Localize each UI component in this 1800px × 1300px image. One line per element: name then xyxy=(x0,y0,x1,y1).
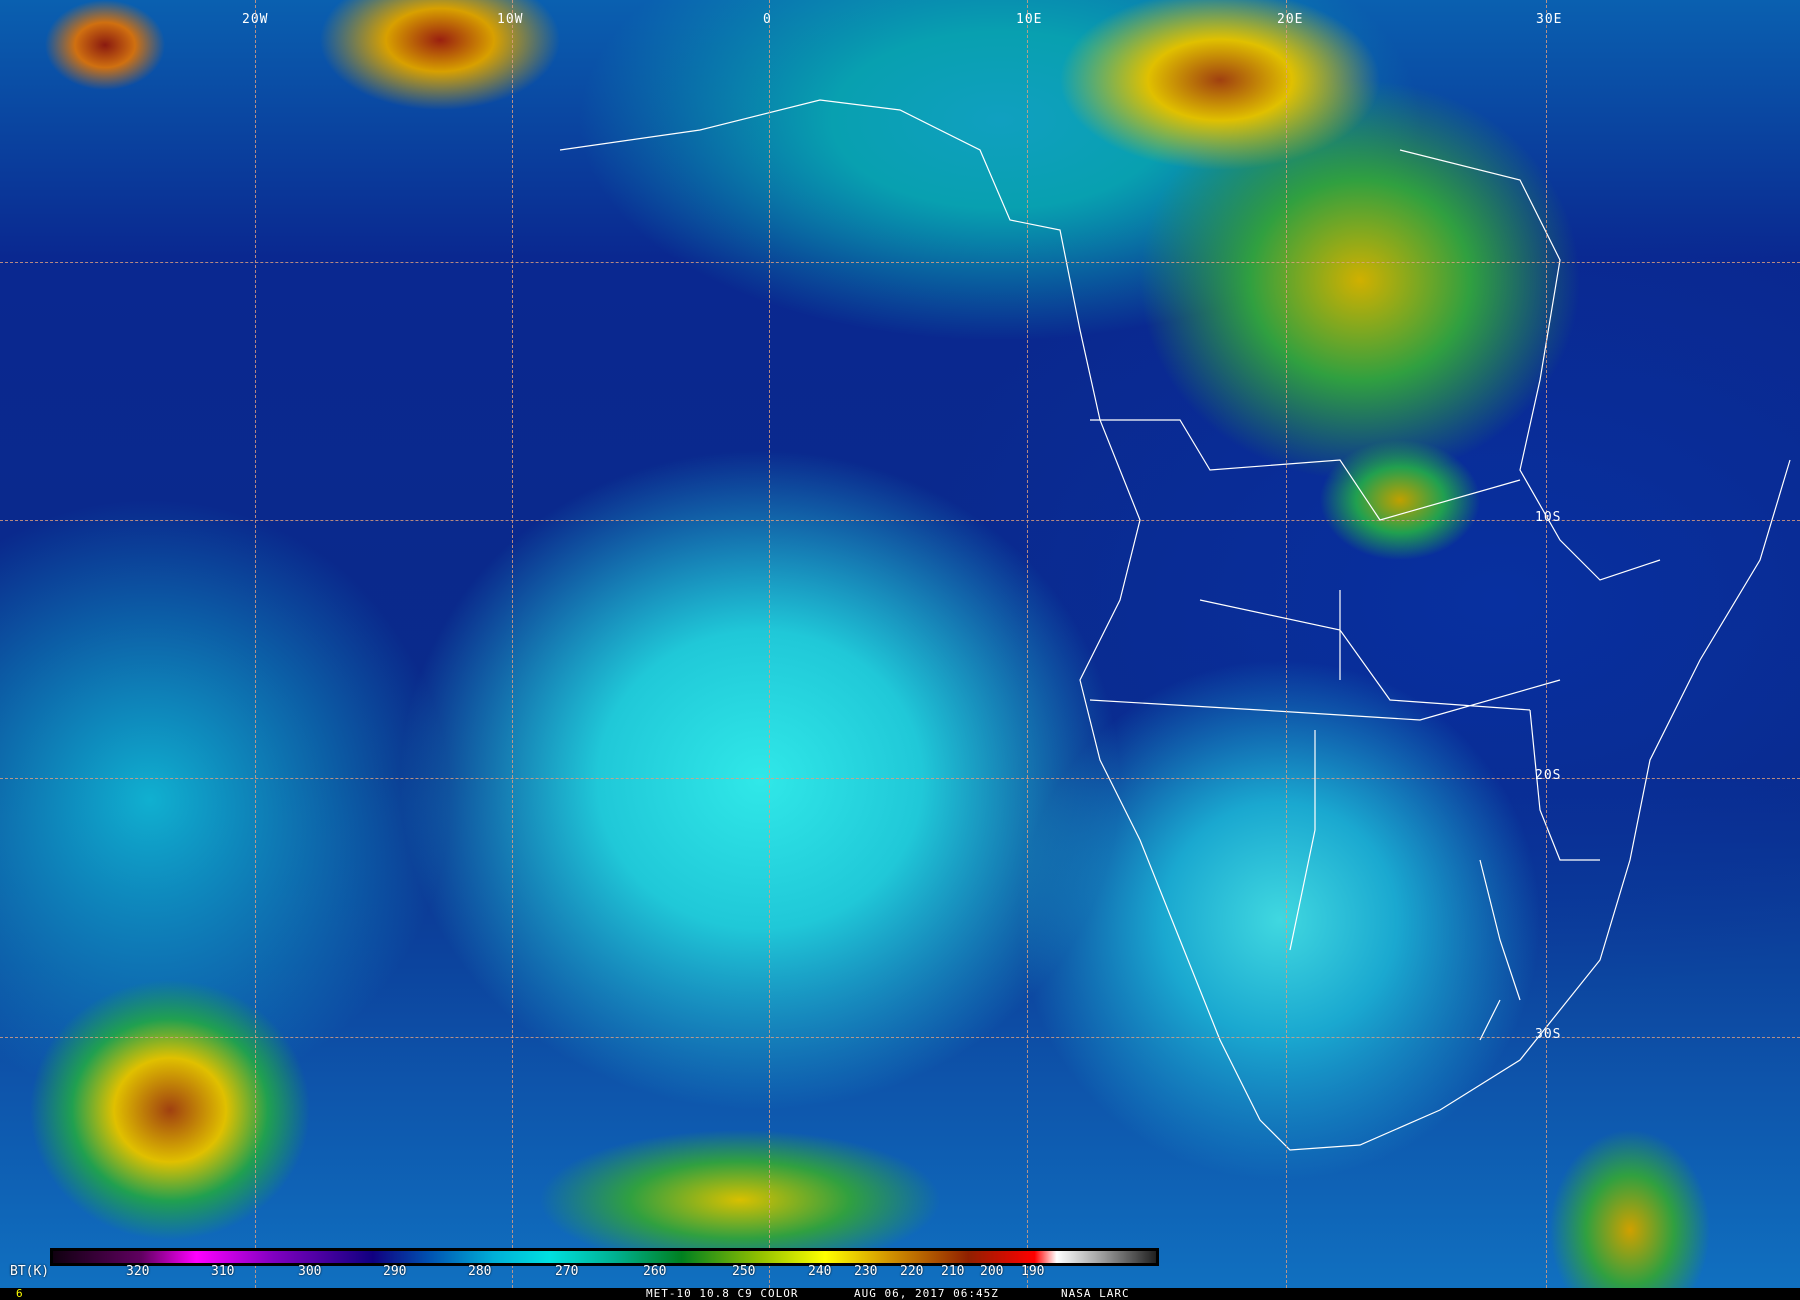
meridian-10w xyxy=(512,0,513,1288)
data-source: NASA LARC xyxy=(1061,1287,1130,1300)
image-datetime: AUG 06, 2017 06:45Z xyxy=(854,1287,999,1300)
lon-label: 0 xyxy=(763,12,772,27)
frame-number: 6 xyxy=(16,1287,24,1300)
colorbar-tick: 240 xyxy=(808,1264,832,1279)
lat-label: 10S xyxy=(1535,510,1562,525)
brightness-temperature-colorbar xyxy=(50,1248,1159,1266)
colorbar-unit-label: BT(K) xyxy=(10,1264,50,1279)
parallel-0 xyxy=(0,262,1800,263)
lon-label: 20E xyxy=(1277,12,1304,27)
lon-label: 10E xyxy=(1016,12,1043,27)
parallel-30s xyxy=(0,1037,1800,1038)
colorbar-tick: 250 xyxy=(732,1264,756,1279)
parallel-20s xyxy=(0,778,1800,779)
colorbar-tick: 300 xyxy=(298,1264,322,1279)
meridian-10e xyxy=(1027,0,1028,1288)
colorbar-tick: 260 xyxy=(643,1264,667,1279)
lat-label: 30S xyxy=(1535,1027,1562,1042)
africa-coastline xyxy=(559,99,1791,1151)
colorbar-tick: 310 xyxy=(211,1264,235,1279)
meridian-20w xyxy=(255,0,256,1288)
colorbar-tick: 210 xyxy=(941,1264,965,1279)
colorbar-tick: 290 xyxy=(383,1264,407,1279)
colorbar-tick: 200 xyxy=(980,1264,1004,1279)
meridian-30e xyxy=(1546,0,1547,1288)
colorbar-tick: 230 xyxy=(854,1264,878,1279)
meridian-0 xyxy=(769,0,770,1288)
meridian-20e xyxy=(1286,0,1287,1288)
lon-label: 10W xyxy=(497,12,524,27)
colorbar-tick: 320 xyxy=(126,1264,150,1279)
lon-label: 30E xyxy=(1536,12,1563,27)
lon-label: 20W xyxy=(242,12,269,27)
colorbar-tick: 190 xyxy=(1021,1264,1045,1279)
product-name: MET-10 10.8 C9 COLOR xyxy=(646,1287,799,1300)
colorbar-tick: 270 xyxy=(555,1264,579,1279)
lat-label: 20S xyxy=(1535,768,1562,783)
colorbar-tick: 220 xyxy=(900,1264,924,1279)
colorbar-tick: 280 xyxy=(468,1264,492,1279)
footer-bar: 6 MET-10 10.8 C9 COLOR AUG 06, 2017 06:4… xyxy=(0,1287,1800,1300)
parallel-10s xyxy=(0,520,1800,521)
